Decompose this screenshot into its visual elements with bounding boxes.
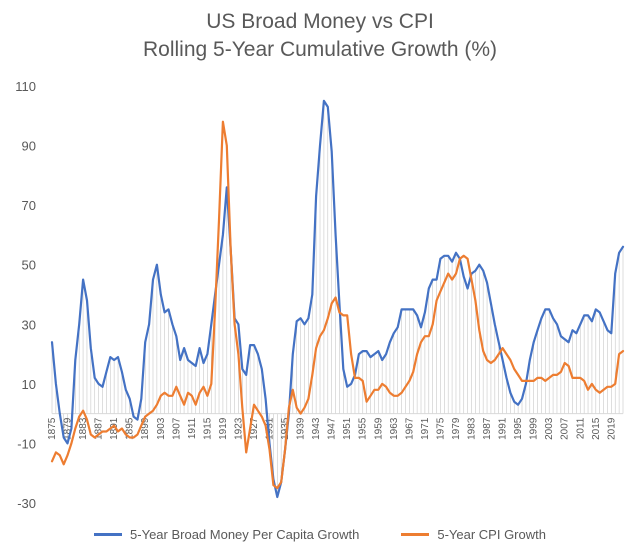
x-tick-label: 1955 [358, 417, 369, 440]
y-tick-label: 50 [22, 258, 36, 273]
x-tick-label: 1971 [420, 417, 431, 440]
y-tick-label: 30 [22, 317, 36, 332]
x-tick-label: 1927 [249, 417, 260, 440]
x-tick-label: 1979 [451, 417, 462, 440]
x-tick-label: 1935 [280, 417, 291, 440]
x-tick-label: 1991 [498, 417, 509, 440]
x-tick-label: 1995 [513, 417, 524, 440]
x-tick-label: 2003 [544, 417, 555, 440]
y-axis-ticks: -30 -10 10 30 50 70 90 110 [15, 79, 36, 511]
x-tick-label: 1947 [327, 417, 338, 440]
x-tick-label: 1899 [140, 417, 151, 440]
x-tick-label: 1907 [171, 417, 182, 440]
x-tick-label: 1931 [265, 417, 276, 440]
legend-item-broad-money: 5-Year Broad Money Per Capita Growth [94, 527, 359, 542]
series-lines [50, 99, 625, 499]
series-line-cpi [50, 120, 625, 490]
series-line-broad-money [50, 99, 625, 499]
x-tick-label: 1883 [78, 417, 89, 440]
legend-label-broad-money: 5-Year Broad Money Per Capita Growth [130, 526, 360, 542]
x-tick-label: 1891 [109, 417, 120, 440]
x-tick-label: 2019 [606, 417, 617, 440]
x-tick-label: 2011 [575, 417, 586, 439]
y-tick-label: 110 [15, 79, 36, 94]
x-tick-label: 2015 [591, 417, 602, 440]
x-tick-label: 1963 [389, 417, 400, 440]
x-tick-label: 2007 [560, 417, 571, 440]
x-tick-label: 1915 [202, 417, 213, 440]
x-tick-label: 1975 [435, 417, 446, 440]
x-tick-label: 1875 [47, 417, 58, 440]
legend-label-cpi: 5-Year CPI Growth [437, 526, 546, 542]
x-tick-label: 1903 [156, 417, 167, 440]
x-tick-label: 1879 [63, 417, 74, 440]
legend-item-cpi: 5-Year CPI Growth [401, 527, 546, 542]
x-tick-label: 1895 [125, 417, 136, 440]
chart-subtitle: Rolling 5-Year Cumulative Growth (%) [142, 38, 498, 61]
y-tick-label: 10 [22, 377, 36, 392]
x-tick-label: 1919 [218, 417, 229, 440]
y-tick-label: -30 [17, 496, 36, 511]
legend-swatch-broad-money [94, 532, 123, 536]
chart-legend: 5-Year Broad Money Per Capita Growth 5-Y… [0, 520, 640, 548]
x-tick-label: 1959 [373, 417, 384, 440]
x-tick-label: 1951 [342, 417, 353, 440]
x-axis-ticks: 1875 1879 1883 1887 1891 1895 1899 1903 1907 1911… [47, 417, 617, 440]
x-tick-label: 1987 [482, 417, 493, 440]
x-tick-label: 1939 [296, 417, 307, 440]
x-tick-label: 1999 [529, 417, 540, 440]
y-tick-label: 70 [22, 198, 36, 213]
x-tick-label: 1887 [94, 417, 105, 440]
x-tick-label: 1943 [311, 417, 322, 440]
x-tick-label: 1911 [187, 417, 198, 439]
chart-title: US Broad Money vs CPI [206, 10, 434, 33]
x-tick-label: 1923 [233, 417, 244, 440]
y-tick-label: 90 [22, 139, 36, 154]
y-tick-label: -10 [17, 436, 36, 451]
x-tick-label: 1983 [467, 417, 478, 440]
legend-swatch-cpi [401, 532, 430, 536]
x-tick-label: 1967 [404, 417, 415, 440]
